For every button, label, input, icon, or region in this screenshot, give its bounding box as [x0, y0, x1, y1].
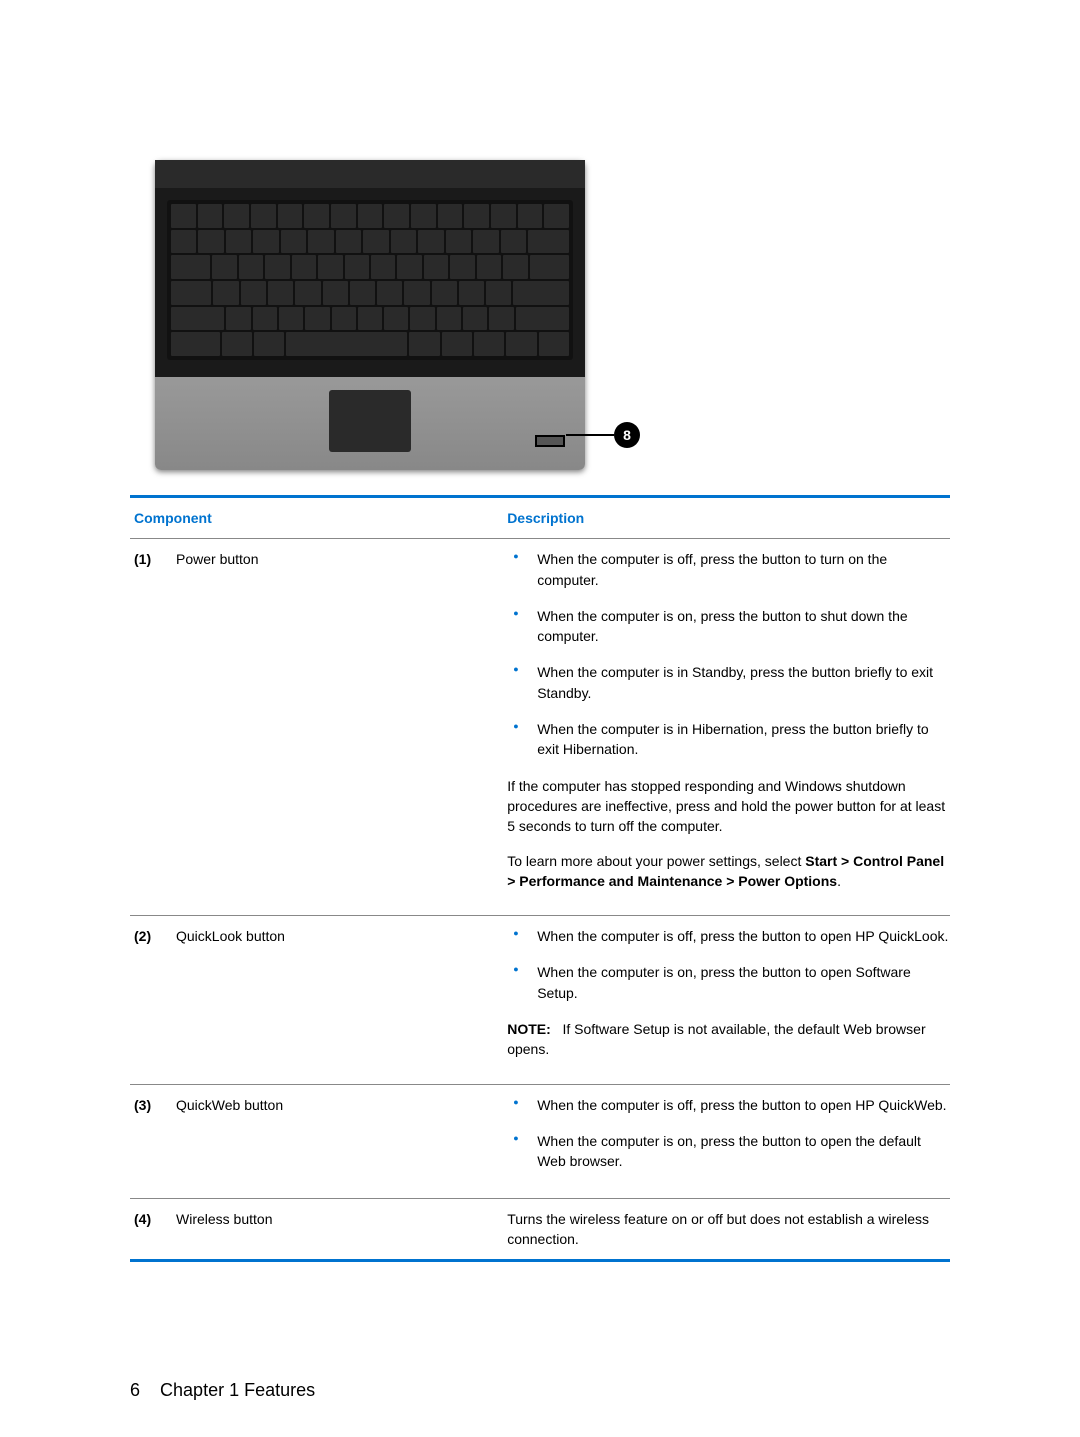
component-description: When the computer is off, press the butt… — [507, 549, 950, 905]
table-row: (1) Power button When the computer is of… — [130, 538, 950, 915]
laptop-body: 8 — [155, 160, 585, 470]
description-bullet: When the computer is off, press the butt… — [507, 549, 950, 590]
callout-badge-8: 8 — [614, 422, 640, 448]
callout-8: 8 — [566, 422, 640, 448]
description-note: NOTE: If Software Setup is not available… — [507, 1019, 950, 1060]
note-label: NOTE: — [507, 1021, 551, 1037]
page-footer: 6 Chapter 1 Features — [130, 1380, 315, 1401]
touchpad — [329, 390, 411, 452]
column-header-component: Component — [130, 508, 507, 528]
page-number: 6 — [130, 1380, 140, 1400]
row-number: (1) — [130, 549, 176, 905]
component-name: QuickLook button — [176, 926, 507, 1073]
description-text: To learn more about your power settings,… — [507, 851, 950, 892]
row-number: (2) — [130, 926, 176, 1073]
chapter-title: Chapter 1 Features — [160, 1380, 315, 1400]
component-description: When the computer is off, press the butt… — [507, 1095, 950, 1188]
description-text: If the computer has stopped responding a… — [507, 776, 950, 837]
row-number: (4) — [130, 1209, 176, 1250]
component-description: When the computer is off, press the butt… — [507, 926, 950, 1073]
table-row: (2) QuickLook button When the computer i… — [130, 915, 950, 1083]
table-row: (3) QuickWeb button When the computer is… — [130, 1084, 950, 1198]
description-bullet: When the computer is in Hibernation, pre… — [507, 719, 950, 760]
note-text: If Software Setup is not available, the … — [507, 1021, 925, 1057]
laptop-hinge — [155, 160, 585, 188]
description-text-part: . — [837, 873, 841, 889]
description-bullet: When the computer is off, press the butt… — [507, 926, 950, 946]
keyboard — [167, 200, 573, 360]
callout-line — [566, 434, 614, 436]
description-bullet: When the computer is on, press the butto… — [507, 606, 950, 647]
description-text-part: To learn more about your power settings,… — [507, 853, 805, 869]
table-header: Component Description — [130, 498, 950, 538]
description-bullet: When the computer is off, press the butt… — [507, 1095, 950, 1115]
component-name: Wireless button — [176, 1209, 507, 1250]
component-table: Component Description (1) Power button W… — [130, 495, 950, 1262]
column-header-description: Description — [507, 508, 950, 528]
description-bullet: When the computer is in Standby, press t… — [507, 662, 950, 703]
description-bullet: When the computer is on, press the butto… — [507, 1131, 950, 1172]
description-text: Turns the wireless feature on or off but… — [507, 1209, 950, 1250]
component-name: Power button — [176, 549, 507, 905]
table-row: (4) Wireless button Turns the wireless f… — [130, 1198, 950, 1260]
component-description: Turns the wireless feature on or off but… — [507, 1209, 950, 1250]
row-number: (3) — [130, 1095, 176, 1188]
laptop-diagram: 1 2 3 4 — [155, 160, 605, 470]
description-bullet: When the computer is on, press the butto… — [507, 962, 950, 1003]
speaker-slot — [535, 435, 565, 447]
component-name: QuickWeb button — [176, 1095, 507, 1188]
